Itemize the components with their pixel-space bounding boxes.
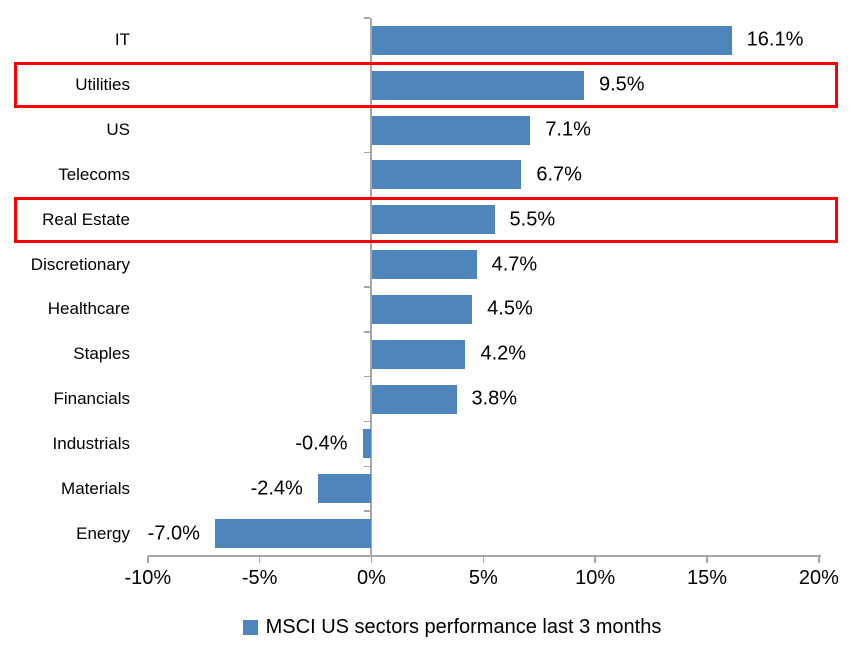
category-label: Industrials [52,433,130,453]
highlight-box [14,62,838,109]
category-tick [364,17,370,19]
x-tick [594,556,596,563]
x-tick-label: 15% [687,567,728,589]
category-label: Discretionary [30,254,130,274]
category-tick [364,465,370,468]
value-label: -2.4% [250,477,303,500]
category-label: Utilities [75,75,130,95]
x-tick [706,556,708,563]
value-label: 3.8% [471,387,518,410]
bar [371,160,522,190]
category-label: IT [114,30,130,50]
y-axis-line [370,18,372,556]
legend-label: MSCI US sectors performance last 3 month… [265,615,662,638]
x-tick [147,556,149,563]
x-tick-label: 5% [468,567,498,589]
category-tick [364,510,370,512]
bar [214,519,372,549]
x-tick [258,556,261,563]
value-label: 4.5% [487,297,533,320]
x-tick-label: 0% [357,567,386,589]
bar [371,25,732,55]
category-label: Staples [73,344,130,364]
x-tick [482,556,485,563]
bar [371,205,495,235]
category-label: Real Estate [42,209,130,229]
value-label: 16.1% [746,28,804,51]
value-label: 4.2% [480,342,527,365]
x-tick-label: 10% [575,567,616,589]
x-tick-label: -5% [241,567,278,589]
value-label: 5.5% [509,208,556,231]
category-tick [364,375,370,378]
category-label: Telecoms [58,164,130,184]
x-tick [818,556,820,563]
bar [371,70,584,100]
value-label: 6.7% [536,163,582,186]
bar [371,384,457,414]
chart-legend: MSCI US sectors performance last 3 month… [26,612,852,642]
category-tick [364,286,370,288]
bar [371,339,466,369]
value-label: -7.0% [147,522,200,545]
bar [362,429,372,459]
value-label: 7.1% [545,118,591,141]
x-tick [370,556,373,563]
x-tick-label: 20% [798,567,839,589]
bar [371,115,531,145]
category-label: Healthcare [47,299,130,319]
category-label: US [106,120,130,140]
bar [371,294,473,324]
value-label: 9.5% [599,73,645,96]
value-label: 4.7% [491,253,538,276]
legend-swatch [242,619,258,635]
x-tick-label: -10% [124,567,172,589]
x-axis-line [147,555,821,557]
category-tick [364,151,370,154]
category-label: Financials [53,389,130,409]
bar [317,474,372,504]
category-tick [364,331,370,333]
category-label: Materials [61,478,130,498]
value-label: -0.4% [295,432,348,455]
category-label: Energy [76,523,130,543]
highlight-box [14,196,838,243]
bar [371,250,477,280]
category-tick [364,420,370,423]
category-tick [364,555,370,557]
